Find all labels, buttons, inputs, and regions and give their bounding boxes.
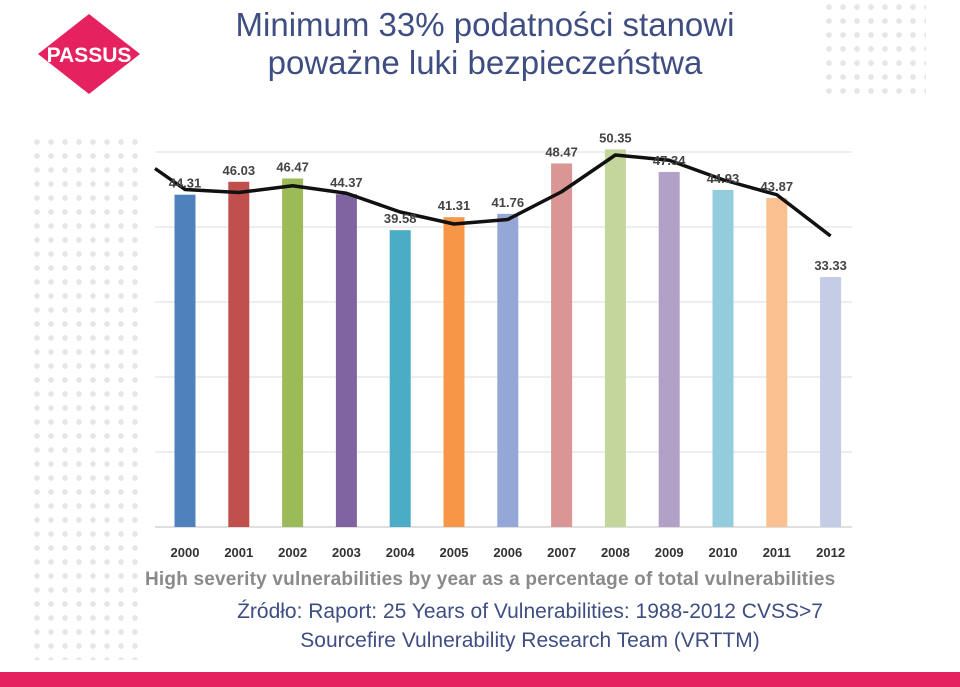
value-label-2001: 46.03 (223, 163, 256, 178)
x-tick-2012: 2012 (816, 545, 845, 560)
slide-title-line-2: poważne luki bezpieczeństwa (267, 44, 703, 81)
x-tick-2002: 2002 (278, 545, 307, 560)
value-label-2011: 43.87 (761, 179, 794, 194)
x-tick-2000: 2000 (171, 545, 200, 560)
value-label-2002: 46.47 (276, 159, 309, 174)
x-tick-2008: 2008 (601, 545, 630, 560)
slide-title: Minimum 33% podatności stanowi poważne l… (150, 6, 820, 82)
bar-2012 (820, 277, 842, 527)
chart-bars (174, 149, 842, 528)
source-note: Źródło: Raport: 25 Years of Vulnerabilit… (150, 597, 910, 655)
decorative-dot-pattern-left (30, 135, 140, 660)
bar-2009 (658, 171, 680, 527)
bar-2001 (228, 181, 250, 527)
logo-text: PASSUS (47, 44, 132, 67)
decorative-dot-pattern-right (822, 0, 926, 102)
x-tick-2001: 2001 (224, 545, 253, 560)
bar-2005 (443, 217, 465, 528)
bar-2002 (282, 178, 304, 527)
bar-2007 (551, 163, 573, 527)
value-label-2009: 47.34 (653, 153, 686, 168)
source-line-2: Sourcefire Vulnerability Research Team (… (300, 629, 760, 652)
x-tick-2010: 2010 (709, 545, 738, 560)
trend-line (153, 153, 832, 238)
value-label-2010: 44.93 (707, 171, 740, 186)
value-label-2012: 33.33 (814, 258, 847, 273)
bar-2008 (604, 149, 626, 527)
chart-title: High severity vulnerabilities by year as… (145, 569, 836, 590)
bottom-accent-bar (0, 672, 960, 687)
value-label-2006: 41.76 (492, 195, 525, 210)
bar-2011 (766, 197, 788, 527)
slide-title-line-1: Minimum 33% podatności stanowi (235, 6, 735, 43)
chart-value-labels: 44.31 46.03 46.47 44.37 39.58 41.31 41.76 48.47… (169, 130, 847, 273)
value-label-2007: 48.47 (545, 144, 578, 159)
value-label-2000: 44.31 (169, 176, 202, 191)
x-tick-2005: 2005 (440, 545, 469, 560)
x-tick-2006: 2006 (493, 545, 522, 560)
x-tick-2009: 2009 (655, 545, 684, 560)
bar-2006 (497, 213, 519, 528)
bar-2003 (335, 194, 357, 527)
vulnerability-bar-chart: 44.31 46.03 46.47 44.37 39.58 41.31 41.76 48.47… (153, 130, 852, 560)
bar-2000 (174, 194, 196, 528)
value-label-2004: 39.58 (384, 211, 417, 226)
x-tick-2003: 2003 (332, 545, 361, 560)
value-label-2008: 50.35 (599, 130, 632, 145)
x-tick-2004: 2004 (386, 545, 416, 560)
value-label-2005: 41.31 (438, 198, 471, 213)
passus-logo: PASSUS (38, 14, 140, 94)
source-line-1: Źródło: Raport: 25 Years of Vulnerabilit… (237, 600, 823, 623)
value-label-2003: 44.37 (330, 175, 363, 190)
x-tick-2007: 2007 (547, 545, 576, 560)
chart-x-tick-labels: 2000 2001 2002 2003 2004 2005 2006 2007 2008 2009… (171, 545, 846, 560)
x-tick-2011: 2011 (763, 545, 791, 560)
bar-2004 (389, 230, 411, 527)
bar-2010 (712, 190, 734, 527)
chart-trend-line (153, 153, 832, 238)
